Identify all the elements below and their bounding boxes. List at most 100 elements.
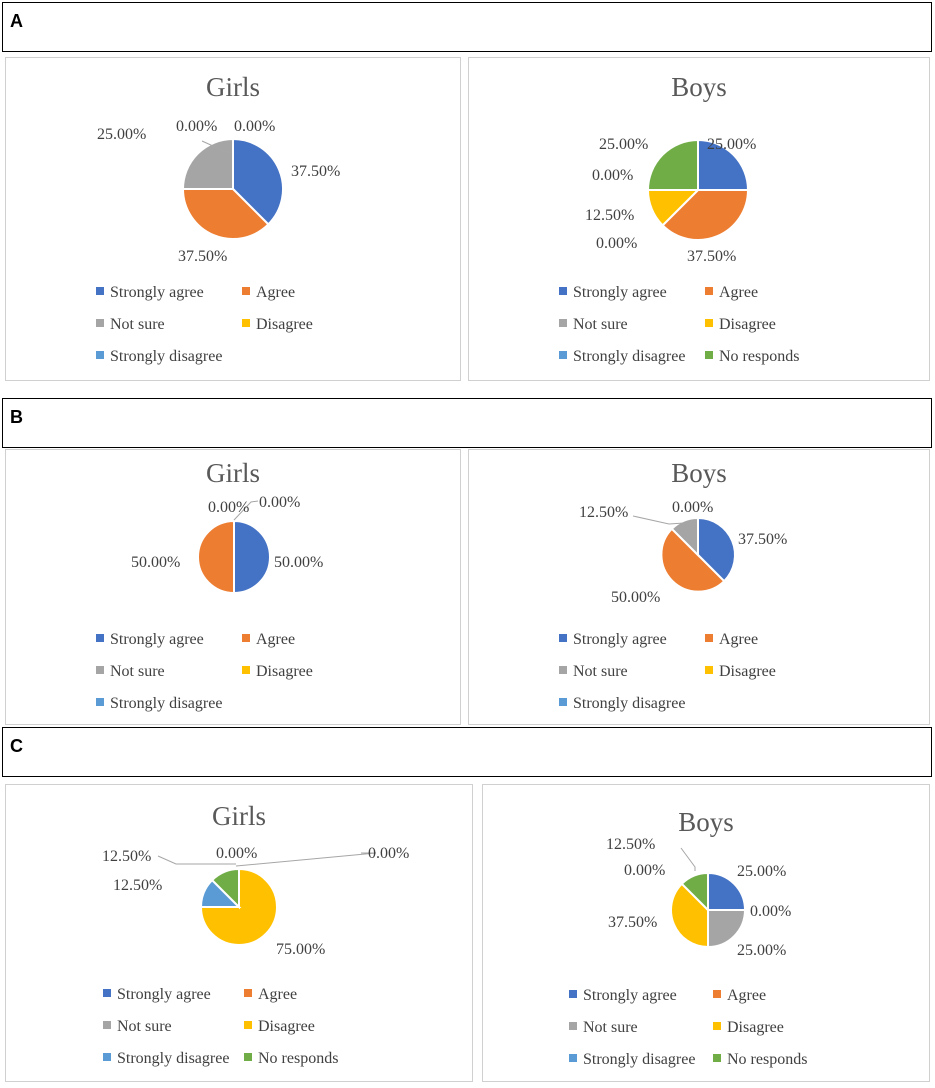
pie-slice-not-sure bbox=[707, 909, 747, 949]
pie-label-strongly-disagree: 25.00% bbox=[737, 942, 786, 959]
pie-label-agree: 37.50% bbox=[178, 248, 227, 265]
chart-title: Girls bbox=[206, 72, 260, 102]
legend-item: Agree bbox=[705, 631, 758, 649]
legend-label: Strongly agree bbox=[573, 284, 667, 301]
panel-a-header: A bbox=[2, 2, 932, 52]
pie-slice-agree bbox=[181, 188, 270, 240]
legend-swatch bbox=[569, 1022, 577, 1030]
legend-swatch bbox=[103, 1021, 111, 1029]
chart-title: Girls bbox=[206, 458, 260, 488]
legend-swatch bbox=[705, 351, 713, 359]
pie-label-not-sure: 25.00% bbox=[97, 126, 146, 143]
legend-item: Strongly disagree bbox=[96, 348, 222, 366]
legend-item: Not sure bbox=[559, 316, 628, 334]
chart-title: Boys bbox=[671, 72, 727, 102]
pie-slice-agree bbox=[660, 527, 726, 593]
legend-item: Strongly agree bbox=[96, 631, 204, 649]
legend-label: Strongly disagree bbox=[110, 695, 223, 712]
legend-swatch bbox=[705, 634, 713, 642]
pie-label-not-sure: 12.50% bbox=[579, 504, 628, 521]
pie-slice-strongly-agree bbox=[233, 519, 271, 595]
legend-label: Not sure bbox=[573, 316, 628, 333]
legend-item: Not sure bbox=[96, 663, 165, 681]
legend-label: Disagree bbox=[256, 316, 313, 333]
pie-label-disagree: 0.00% bbox=[259, 494, 300, 511]
legend-swatch bbox=[242, 319, 250, 327]
legend-item: Not sure bbox=[559, 663, 628, 681]
pie-label-agree: 37.50% bbox=[687, 248, 736, 265]
legend-swatch bbox=[96, 698, 104, 706]
legend-swatch bbox=[705, 287, 713, 295]
legend-item: Strongly disagree bbox=[96, 695, 222, 713]
legend-label: Strongly disagree bbox=[573, 348, 686, 365]
pie-slice-disagree bbox=[670, 882, 709, 949]
pie-label-disagree: 75.00% bbox=[276, 941, 325, 958]
legend-swatch bbox=[96, 319, 104, 327]
legend-item: Disagree bbox=[242, 663, 313, 681]
pie-chart: 0.00% 75.00% 12.50% 12.50% 0.00% bbox=[102, 845, 409, 958]
legend-item: Strongly agree bbox=[559, 631, 667, 649]
pie-label-agree: 0.00% bbox=[368, 845, 409, 862]
legend-item: Strongly disagree bbox=[559, 695, 685, 713]
legend-label: Agree bbox=[719, 631, 759, 648]
legend-item: Disagree bbox=[244, 1018, 315, 1036]
legend-item: Agree bbox=[242, 631, 295, 649]
legend-swatch bbox=[244, 989, 252, 997]
legend-label: Disagree bbox=[719, 663, 776, 680]
panel-a-label: A bbox=[10, 11, 23, 31]
legend-label: Disagree bbox=[727, 1019, 784, 1036]
legend-item: Strongly disagree bbox=[103, 1050, 229, 1068]
legend-swatch bbox=[242, 634, 250, 642]
pie-label-agree: 50.00% bbox=[611, 589, 660, 606]
legend-swatch bbox=[244, 1021, 252, 1029]
pie-label-agree: 0.00% bbox=[624, 862, 665, 879]
pie-label-strongly-agree: 37.50% bbox=[291, 163, 340, 180]
pie-slice-no-responds bbox=[646, 138, 699, 191]
legend-label: Not sure bbox=[583, 1019, 638, 1036]
pie-slice-disagree bbox=[199, 867, 278, 946]
panel-a-girls-chart: Girls 37.50% 37.50% 25.00% 0.00% 0.00% S… bbox=[5, 57, 461, 381]
legend-label: Agree bbox=[258, 986, 298, 1003]
panel-a-boys-chart: Boys 25.00% 37.50% 0.00% 12.50% 0.00% 25… bbox=[468, 57, 930, 381]
pie-label-no-responds: 12.50% bbox=[102, 848, 151, 865]
legend-swatch bbox=[559, 287, 567, 295]
pie-slice-no-responds bbox=[680, 871, 709, 913]
legend-label: Agree bbox=[256, 284, 296, 301]
legend-swatch bbox=[705, 319, 713, 327]
pie-label-strongly-agree: 37.50% bbox=[738, 531, 787, 548]
pie-slice-agree bbox=[197, 519, 235, 595]
pie-label-disagree: 0.00% bbox=[672, 499, 713, 516]
legend-swatch bbox=[559, 319, 567, 327]
leader-line bbox=[680, 847, 696, 871]
legend-item: Disagree bbox=[713, 1019, 784, 1037]
chart-title: Boys bbox=[678, 807, 734, 837]
legend-item: Strongly disagree bbox=[569, 1051, 695, 1069]
legend-swatch bbox=[559, 351, 567, 359]
legend-item: Not sure bbox=[569, 1019, 638, 1037]
legend-label: Disagree bbox=[258, 1018, 315, 1035]
legend-label: Agree bbox=[256, 631, 296, 648]
pie-label-disagree: 12.50% bbox=[585, 207, 634, 224]
legend-swatch bbox=[96, 287, 104, 295]
legend-item: Strongly agree bbox=[569, 987, 677, 1005]
legend-swatch bbox=[103, 1053, 111, 1061]
legend-label: Not sure bbox=[110, 663, 165, 680]
legend-item: Strongly disagree bbox=[559, 348, 685, 366]
legend-swatch bbox=[569, 990, 577, 998]
legend-label: Not sure bbox=[110, 316, 165, 333]
pie-slice-not-sure bbox=[181, 137, 234, 190]
panel-b-label: B bbox=[10, 407, 23, 427]
panel-c-label: C bbox=[10, 736, 23, 756]
panel-b-header: B bbox=[2, 398, 932, 448]
legend-item: Strongly agree bbox=[559, 284, 667, 302]
pie-chart: 25.00% 37.50% 0.00% 12.50% 0.00% 25.00% bbox=[585, 136, 756, 265]
legend-item: Disagree bbox=[705, 663, 776, 681]
leader-line bbox=[632, 515, 685, 525]
legend-label: Strongly disagree bbox=[117, 1050, 230, 1067]
panel-b-boys-chart: Boys 37.50% 50.00% 12.50% 0.00% Strongly… bbox=[468, 449, 930, 725]
pie-slice-no-responds bbox=[210, 867, 240, 910]
legend-label: Strongly disagree bbox=[110, 348, 223, 365]
legend-item: No responds bbox=[244, 1050, 338, 1068]
pie-label-not-sure: 0.00% bbox=[750, 903, 791, 920]
legend-label: Strongly agree bbox=[583, 987, 677, 1004]
